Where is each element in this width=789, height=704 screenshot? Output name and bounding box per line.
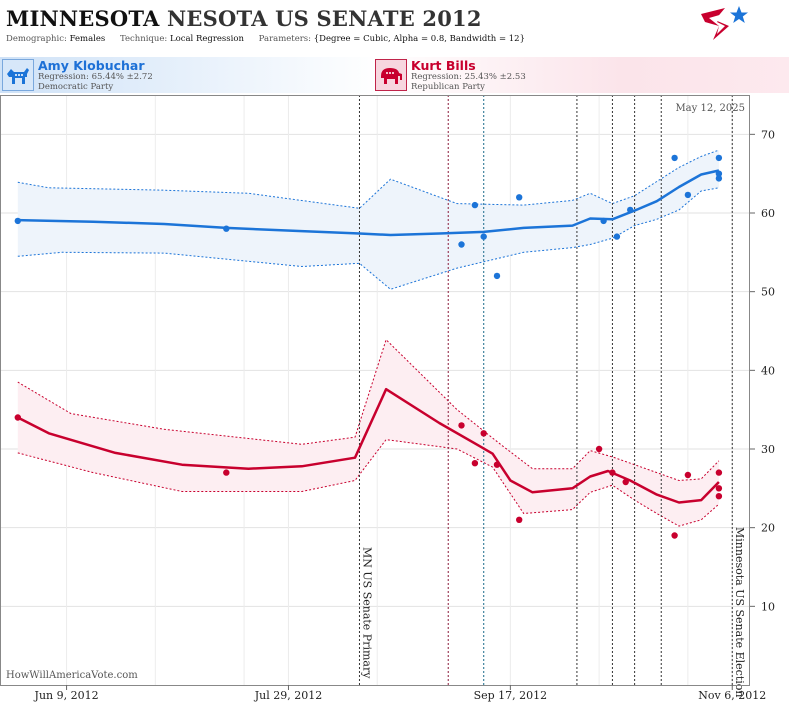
- subtitle: Demographic: Females Technique: Local Re…: [6, 34, 525, 44]
- bills-poll-point: [715, 493, 723, 500]
- bills-poll-point: [595, 445, 603, 453]
- technique-value: Local Regression: [169, 34, 244, 44]
- klobuchar-lower-bound: [17, 187, 719, 290]
- poll-chart: MN US Senate Primary Minnesota US Senate …: [0, 95, 775, 702]
- klobuchar-poll-point: [715, 154, 723, 162]
- y-tick-label: 40: [761, 364, 775, 377]
- bills-party: Republican Party: [411, 82, 485, 92]
- klobuchar-regression-line: [17, 169, 720, 237]
- klobuchar-poll-point: [600, 217, 607, 225]
- bills-poll-point: [480, 430, 487, 437]
- klobuchar-band: [17, 150, 719, 290]
- regression-lines: [17, 169, 720, 504]
- klobuchar-poll-point: [684, 191, 692, 199]
- y-tick-label: 30: [761, 443, 775, 456]
- title-race: NESOTA US SENATE 2012: [167, 6, 482, 31]
- klobuchar-poll-point: [471, 201, 479, 209]
- legend-klobuchar: Amy Klobuchar Regression: 65.44% ±2.72 D…: [0, 57, 380, 93]
- title-state: MINNESOTA: [6, 6, 160, 31]
- klobuchar-poll-point: [715, 170, 723, 177]
- x-tick-label: Nov 6, 2012: [698, 689, 766, 702]
- bills-upper-bound: [17, 338, 720, 482]
- parameters-label: Parameters:: [258, 34, 312, 44]
- poll-points: [14, 154, 723, 539]
- title-bar: MINNESOTA NESOTA US SENATE 2012 Demograp…: [0, 0, 789, 50]
- event-label: Minnesota US Senate Election: [733, 527, 746, 697]
- y-tick-label: 20: [761, 522, 775, 535]
- plot-frame: [0, 95, 750, 686]
- page-title: MINNESOTA NESOTA US SENATE 2012: [6, 6, 482, 31]
- klobuchar-poll-point: [223, 225, 230, 232]
- bills-poll-point: [671, 532, 678, 539]
- event-label: MN US Senate Primary: [360, 547, 373, 679]
- bills-poll-point: [609, 469, 616, 476]
- demographic-value: Females: [69, 34, 106, 44]
- bills-regression-line: [17, 387, 720, 504]
- watermark[interactable]: HowWillAmericaVote.com: [6, 670, 138, 681]
- bills-name: Kurt Bills: [411, 58, 476, 73]
- legend-bills: Kurt Bills Regression: 25.43% ±2.53 Repu…: [373, 57, 789, 93]
- donkey-icon: [2, 59, 34, 91]
- event-lines: MN US Senate Primary Minnesota US Senate …: [358, 95, 746, 697]
- y-tick-label: 10: [761, 600, 775, 613]
- klobuchar-poll-point: [493, 272, 501, 280]
- bills-band: [17, 339, 719, 527]
- date-label: May 12, 2025: [675, 103, 745, 114]
- bills-poll-point: [14, 414, 21, 421]
- x-tick-label: Jul 29, 2012: [254, 689, 323, 702]
- klobuchar-poll-point: [516, 194, 523, 201]
- y-tick-label: 50: [761, 286, 775, 299]
- klobuchar-poll-point: [14, 217, 21, 225]
- klobuchar-poll-point: [715, 175, 723, 182]
- klobuchar-poll-point: [671, 154, 678, 162]
- klobuchar-poll-point: [480, 233, 487, 240]
- klobuchar-poll-point: [627, 206, 634, 214]
- klobuchar-party: Democratic Party: [38, 82, 114, 92]
- bills-poll-point: [715, 485, 723, 492]
- bills-poll-point: [622, 478, 629, 486]
- technique-label: Technique:: [119, 34, 168, 44]
- bills-poll-point: [471, 460, 479, 467]
- parameters-value: {Degree = Cubic, Alpha = 0.8, Bandwidth …: [313, 34, 525, 44]
- klobuchar-regression: Regression: 65.44% ±2.72: [38, 72, 153, 82]
- x-tick-label: Sep 17, 2012: [474, 689, 548, 702]
- bills-poll-point: [493, 461, 501, 468]
- bills-poll-point: [715, 469, 723, 476]
- bills-poll-point: [516, 516, 523, 523]
- demographic-label: Demographic:: [6, 34, 67, 44]
- klobuchar-poll-point: [458, 241, 465, 248]
- klobuchar-poll-point: [613, 233, 621, 240]
- chart-axes: 10 20 30 40 50 60 70 Jun 9, 2012 Jul 29, 2012 Sep…: [0, 95, 775, 702]
- bills-regression: Regression: 25.43% ±2.53: [411, 72, 526, 82]
- y-tick-label: 60: [761, 207, 775, 220]
- klobuchar-name: Amy Klobuchar: [38, 58, 145, 73]
- y-tick-label: 70: [761, 128, 775, 141]
- elephant-icon: [375, 59, 407, 91]
- bills-poll-point: [223, 469, 230, 476]
- confidence-bands: [17, 149, 720, 527]
- bills-poll-point: [684, 471, 692, 479]
- bills-poll-point: [458, 422, 465, 429]
- site-logo[interactable]: [695, 4, 751, 48]
- klobuchar-upper-bound: [17, 149, 720, 209]
- bills-lower-bound: [17, 439, 720, 527]
- x-tick-label: Jun 9, 2012: [34, 689, 99, 702]
